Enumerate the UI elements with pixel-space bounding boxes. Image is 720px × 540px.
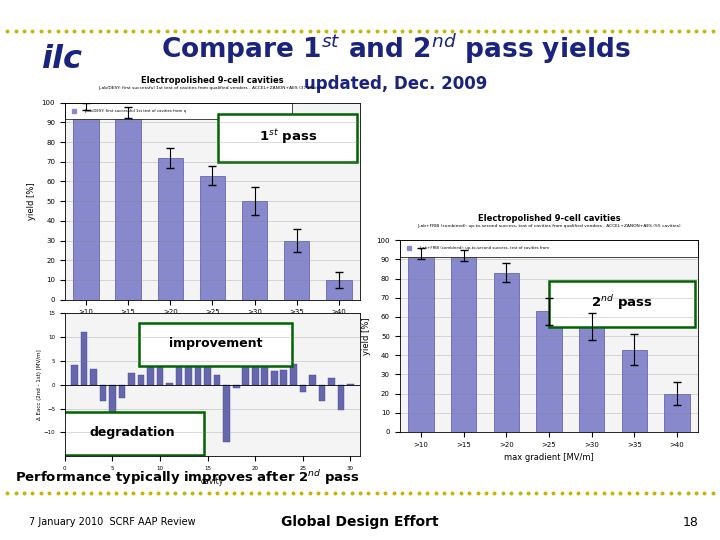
- Bar: [281, 370, 287, 384]
- Y-axis label: yield [%]: yield [%]: [27, 183, 36, 220]
- Text: JLab/DESY: first successful 1st test of cavities from qualified vendors - ACCEL+: JLab/DESY: first successful 1st test of …: [99, 86, 326, 90]
- Bar: [119, 384, 125, 399]
- Bar: [109, 384, 116, 435]
- Text: updated, Dec. 2009: updated, Dec. 2009: [305, 75, 487, 92]
- Text: 2$^{nd}$ pass: 2$^{nd}$ pass: [591, 293, 653, 312]
- Text: ilc: ilc: [41, 44, 81, 76]
- Y-axis label: yield [%]: yield [%]: [362, 318, 371, 355]
- Bar: [579, 327, 605, 432]
- Title: Electropolished 9-cell cavities: Electropolished 9-cell cavities: [477, 214, 621, 223]
- FancyBboxPatch shape: [400, 240, 698, 256]
- Bar: [451, 255, 477, 432]
- Bar: [71, 365, 78, 384]
- Bar: [115, 112, 140, 300]
- Text: Compare 1$^{st}$ and 2$^{nd}$ pass yields: Compare 1$^{st}$ and 2$^{nd}$ pass yield…: [161, 31, 631, 66]
- Text: degradation: degradation: [90, 426, 176, 439]
- Text: 18: 18: [683, 516, 698, 529]
- Text: 1$^{st}$ pass: 1$^{st}$ pass: [258, 128, 317, 146]
- X-axis label: max gradient [MV/m]: max gradient [MV/m]: [168, 321, 257, 330]
- Bar: [158, 158, 183, 300]
- Bar: [242, 201, 267, 300]
- Bar: [300, 384, 306, 392]
- FancyBboxPatch shape: [138, 323, 292, 366]
- Text: Performance typically improves after 2$^{nd}$ pass: Performance typically improves after 2$^…: [15, 468, 360, 487]
- Bar: [493, 273, 519, 432]
- Bar: [408, 254, 433, 432]
- Bar: [176, 365, 182, 384]
- Text: Global Design Effort: Global Design Effort: [282, 516, 438, 529]
- Bar: [204, 350, 211, 384]
- Bar: [252, 353, 258, 384]
- Bar: [166, 383, 173, 384]
- Bar: [185, 355, 192, 384]
- Bar: [665, 394, 690, 432]
- FancyBboxPatch shape: [218, 114, 357, 162]
- Text: JLab+FRIB (combined): up-to-second success, test of cavities from: JLab+FRIB (combined): up-to-second succe…: [419, 246, 549, 251]
- Text: JLab+FRIB (combined): up-to-second success, test of cavities from qualified vend: JLab+FRIB (combined): up-to-second succe…: [417, 224, 681, 228]
- Bar: [195, 363, 202, 384]
- Bar: [128, 373, 135, 384]
- Bar: [243, 349, 249, 384]
- Bar: [73, 106, 99, 300]
- Text: JLab/DESY: first successful 1st test of cavities from q: JLab/DESY: first successful 1st test of …: [84, 109, 186, 113]
- Bar: [81, 332, 87, 384]
- Bar: [328, 377, 335, 384]
- Title: Electropolished 9-cell cavities: Electropolished 9-cell cavities: [141, 76, 284, 85]
- Bar: [621, 349, 647, 432]
- Bar: [347, 383, 354, 384]
- Bar: [326, 280, 351, 300]
- Bar: [233, 384, 240, 388]
- Bar: [157, 325, 163, 384]
- Bar: [309, 375, 315, 384]
- Text: 7 January 2010  SCRF AAP Review: 7 January 2010 SCRF AAP Review: [29, 517, 195, 528]
- Text: improvement: improvement: [168, 338, 262, 350]
- X-axis label: cavity: cavity: [201, 477, 224, 485]
- X-axis label: max gradient [MV/m]: max gradient [MV/m]: [504, 453, 594, 462]
- Bar: [99, 384, 107, 401]
- Bar: [199, 176, 225, 300]
- Bar: [290, 364, 297, 384]
- Bar: [261, 364, 268, 384]
- Bar: [536, 311, 562, 432]
- FancyBboxPatch shape: [65, 103, 292, 119]
- FancyBboxPatch shape: [549, 281, 696, 327]
- Bar: [90, 369, 96, 384]
- Bar: [138, 375, 144, 384]
- Bar: [271, 370, 278, 384]
- Bar: [214, 375, 220, 384]
- Bar: [223, 384, 230, 442]
- Bar: [147, 359, 154, 384]
- Bar: [318, 384, 325, 401]
- Bar: [284, 241, 310, 300]
- Y-axis label: Δ Eacc (2nd - 1st) [MV/m]: Δ Eacc (2nd - 1st) [MV/m]: [37, 349, 42, 420]
- Bar: [338, 384, 344, 410]
- FancyBboxPatch shape: [62, 412, 204, 455]
